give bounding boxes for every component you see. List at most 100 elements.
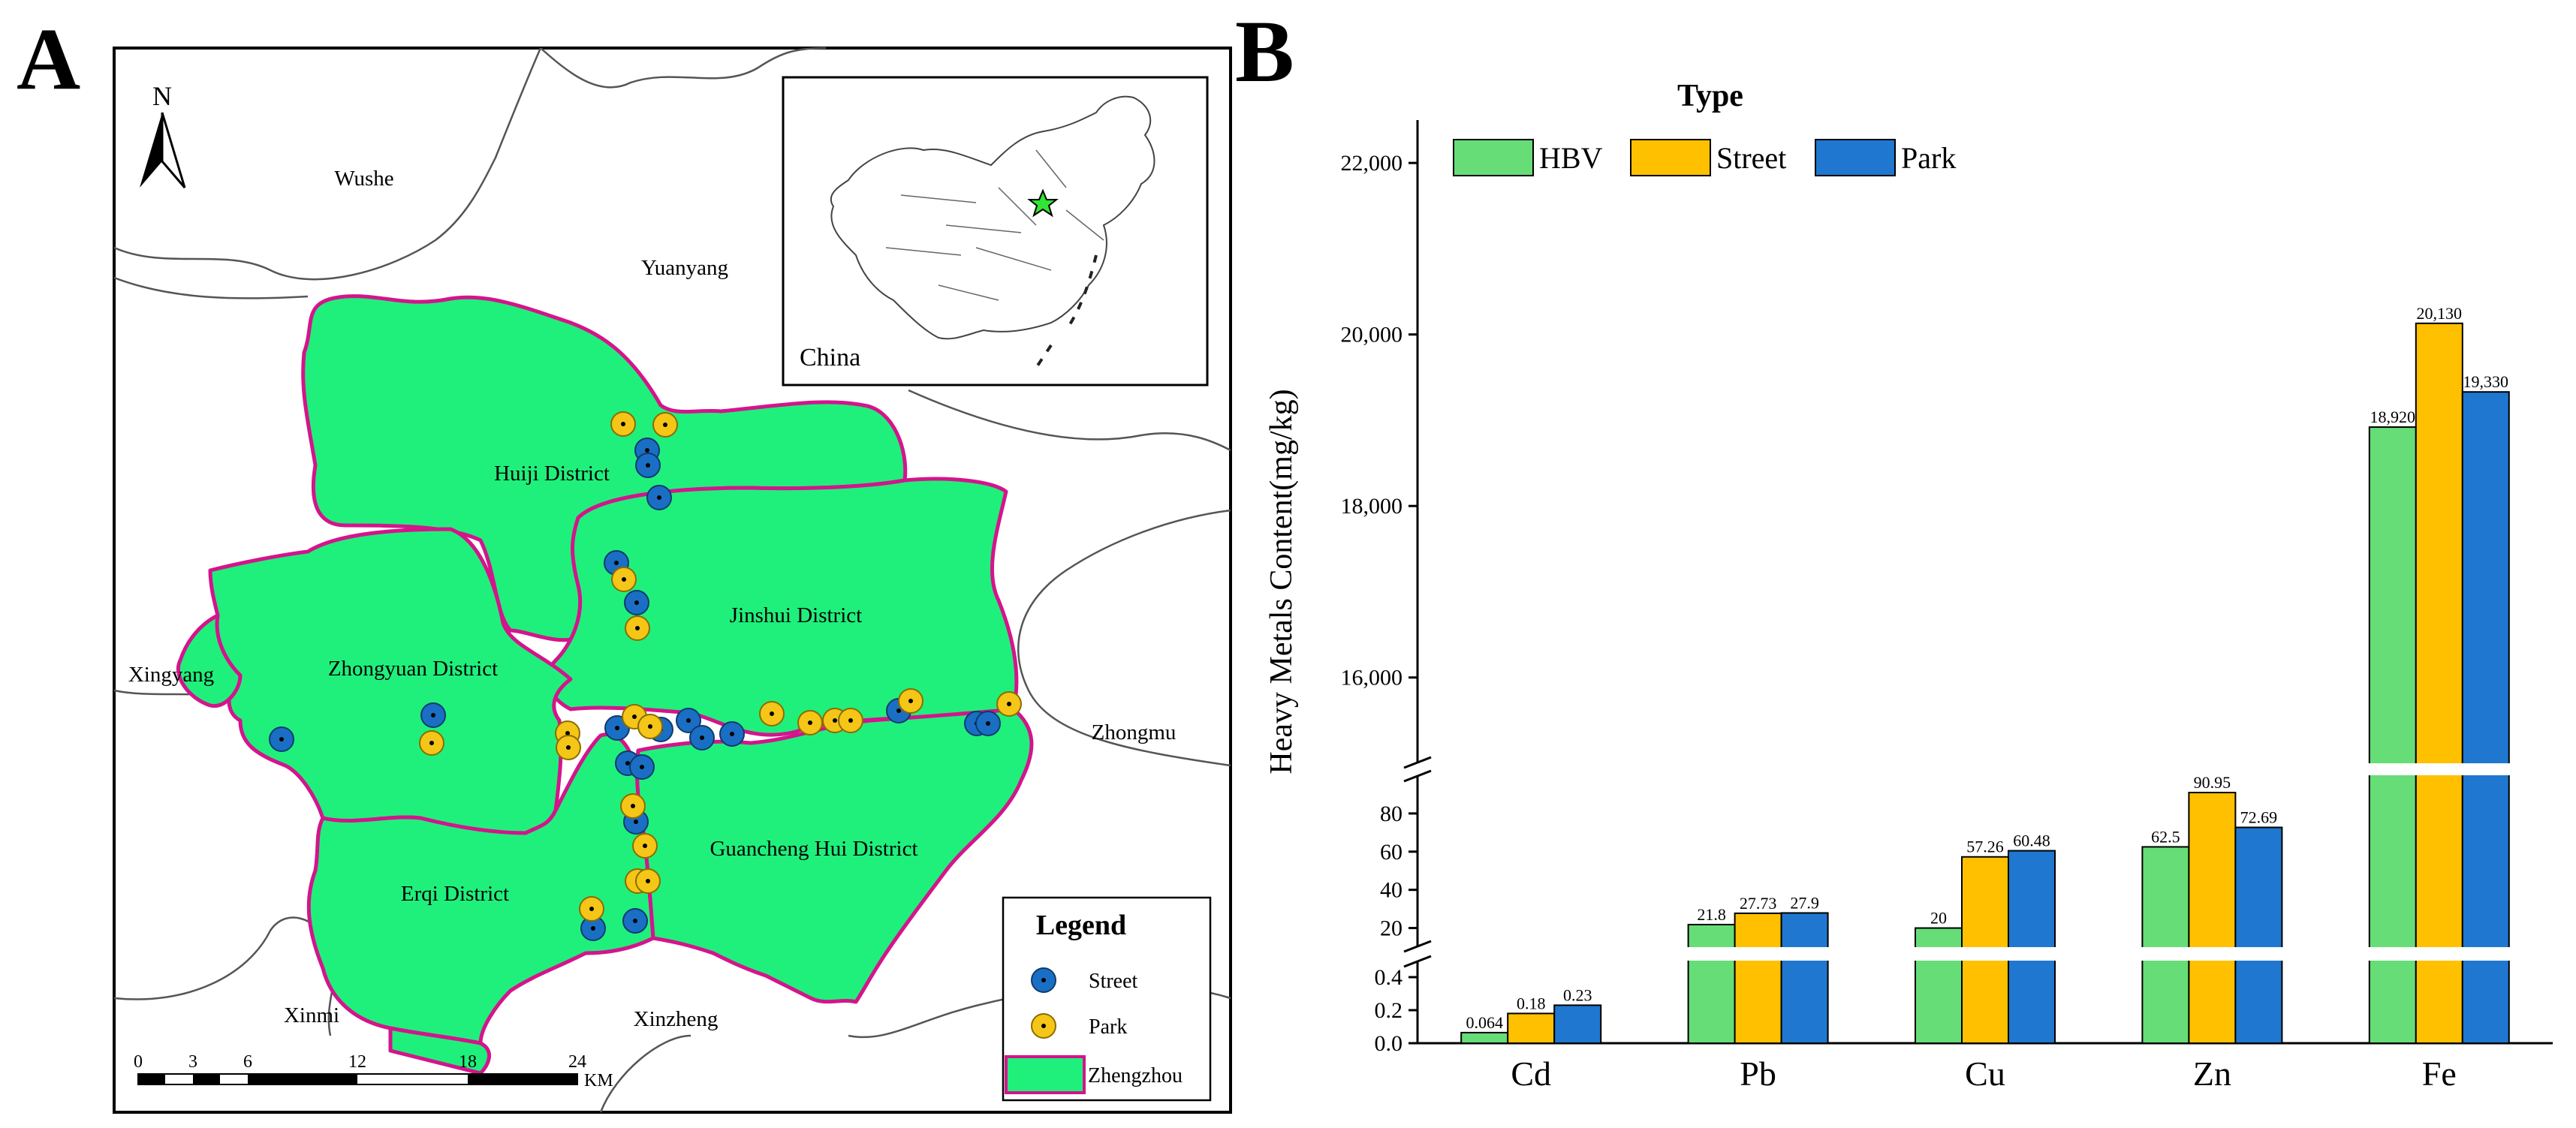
panel-b-label: B [1235, 2, 1294, 101]
legend-swatch-park [1815, 139, 1896, 176]
label-xingyang: Xingyang [128, 663, 214, 687]
park-sample-point [797, 710, 823, 735]
park-sample-point [637, 714, 663, 739]
label-guancheng: Guancheng Hui District [710, 837, 917, 861]
label-huiji: Huiji District [494, 462, 610, 486]
park-sample-point [610, 411, 636, 437]
legend-zhengzhou: Zhengzhou [1088, 1064, 1183, 1087]
data-label-pb-hbv: 21.8 [1697, 905, 1726, 924]
axis-break [1402, 763, 2553, 775]
data-label-cd-street: 0.18 [1517, 994, 1546, 1012]
x-tick-label-cd: Cd [1511, 1054, 1551, 1093]
park-sample-point [625, 615, 650, 641]
china-inset: China [782, 76, 1209, 387]
x-tick-label-pb: Pb [1740, 1054, 1776, 1093]
y-tick-label: 0.2 [1375, 998, 1403, 1023]
bar-zn-hbv [2141, 846, 2190, 1044]
bar-zn-street [2188, 792, 2237, 1044]
star-icon [1027, 188, 1059, 218]
legend-label-street: Street [1716, 141, 1786, 175]
data-label-fe-hbv: 18,920 [2370, 408, 2416, 426]
y-tick-label: 0.4 [1375, 965, 1403, 990]
legend-swatch-street [1630, 139, 1711, 176]
legend-swatch-hbv [1453, 139, 1534, 176]
street-sample-point [629, 754, 655, 780]
street-sample-point [689, 725, 715, 750]
axis-break [1402, 947, 2553, 961]
park-sample-point [652, 412, 678, 438]
y-axis-label: Heavy Metals Content(mg/kg) [1264, 389, 1299, 774]
y-tick-label: 80 [1380, 802, 1402, 826]
data-label-cu-street: 57.26 [1966, 838, 2004, 856]
bar-pb-park [1780, 912, 1829, 1045]
bar-fe-street [2415, 322, 2463, 1044]
label-zhongmu: Zhongmu [1092, 720, 1177, 744]
scale-tick-24: 24 [568, 1052, 586, 1072]
legend-street: Street [1089, 970, 1138, 993]
inset-label: China [800, 344, 860, 371]
street-sample-point [420, 702, 446, 728]
panel-a: A Wushe Yuanyang Xing [17, 10, 1232, 1114]
label-xinmi: Xinmi [284, 1003, 339, 1027]
park-sample-point [759, 701, 785, 726]
street-sample-point [646, 485, 672, 510]
data-label-zn-hbv: 62.5 [2151, 827, 2180, 846]
street-sample-point [975, 711, 1001, 736]
street-sample-point [622, 908, 648, 934]
park-sample-point [996, 691, 1022, 717]
legend-title: Type [1677, 79, 1743, 113]
data-label-pb-street: 27.73 [1740, 894, 1777, 913]
guancheng-district [635, 707, 1034, 1004]
data-label-cd-hbv: 0.064 [1466, 1013, 1503, 1032]
y-tick-label: 18,000 [1341, 494, 1403, 519]
label-wushe: Wushe [334, 167, 393, 191]
scale-tick-12: 12 [348, 1052, 366, 1072]
y-tick-label: 22,000 [1341, 151, 1403, 176]
y-tick-label: 16,000 [1341, 666, 1403, 690]
scale-unit: KM [584, 1071, 613, 1090]
bar-cd-park [1553, 1004, 1602, 1045]
scale-bar: 0 3 6 12 18 24 KM [134, 1052, 613, 1090]
label-jinshui: Jinshui District [730, 603, 862, 627]
scale-tick-18: 18 [459, 1052, 477, 1072]
panel-b: B 0.0 0.2 0.4 20 40 60 80 16,000 18,000 20,000 22,… [1235, 2, 2553, 1093]
north-label: N [152, 81, 172, 111]
bar-cu-park [2008, 850, 2056, 1044]
park-sample-point [579, 896, 604, 922]
y-tick-label: 40 [1380, 878, 1402, 903]
street-sample-point [269, 726, 294, 752]
map-legend: Legend Street Park Zhengzhou [1002, 896, 1212, 1102]
data-label-cu-park: 60.48 [2013, 832, 2050, 850]
data-label-cd-park: 0.23 [1563, 985, 1592, 1004]
sample-points [269, 411, 1022, 941]
data-label-fe-park: 19,330 [2463, 372, 2509, 391]
bar-fe-park [2461, 391, 2510, 1044]
y-tick-label: 20,000 [1341, 323, 1403, 347]
bar-chart: 0.0 0.2 0.4 20 40 60 80 16,000 18,000 20,000 22,00… [1264, 79, 2553, 1093]
data-label-zn-street: 90.95 [2194, 773, 2231, 792]
park-sample-point [556, 735, 581, 760]
park-sample-point [635, 868, 661, 894]
axis-break-mark [1403, 769, 1432, 783]
scale-tick-3: 3 [188, 1052, 197, 1072]
park-sample-point [898, 688, 923, 714]
bar-fe-hbv [2368, 426, 2417, 1044]
street-sample-point [676, 708, 701, 733]
erqi-district [306, 732, 655, 1045]
x-tick-label-fe: Fe [2422, 1054, 2457, 1093]
label-yuanyang: Yuanyang [641, 256, 728, 280]
bar-cd-street [1507, 1012, 1556, 1045]
park-sample-point [632, 833, 658, 859]
y-tick-label: 20 [1380, 916, 1402, 941]
legend-title: Legend [1036, 910, 1126, 941]
panel-a-label: A [17, 10, 80, 108]
scale-tick-0: 0 [134, 1052, 143, 1072]
legend-label-hbv: HBV [1539, 141, 1603, 175]
bar-pb-street [1734, 912, 1782, 1044]
axis-break-mark [1403, 940, 1432, 953]
zhengzhou-districts [176, 294, 1034, 1075]
china-outline [830, 95, 1155, 340]
label-xinzheng: Xinzheng [634, 1007, 719, 1031]
y-tick-label: 60 [1380, 840, 1402, 865]
scale-tick-6: 6 [243, 1052, 252, 1072]
